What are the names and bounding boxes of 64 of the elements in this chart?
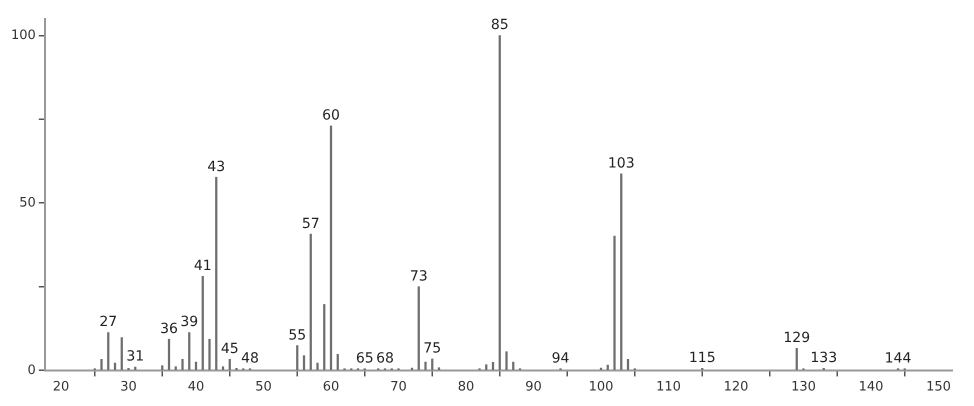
x-tick-label: 110 bbox=[656, 380, 681, 395]
x-tick-label: 50 bbox=[255, 380, 272, 395]
bar bbox=[431, 358, 434, 370]
annotation: 103 bbox=[608, 155, 635, 172]
bar bbox=[498, 35, 501, 370]
y-tick-label: 0 bbox=[28, 362, 36, 378]
x-tick-label: 150 bbox=[926, 380, 951, 395]
annotation: 75 bbox=[423, 340, 442, 357]
bar bbox=[161, 365, 164, 370]
bar bbox=[323, 304, 326, 370]
bar bbox=[107, 332, 110, 370]
bar bbox=[485, 364, 488, 370]
annotation: 39 bbox=[180, 314, 198, 330]
bar bbox=[120, 337, 123, 370]
bar bbox=[134, 366, 136, 370]
bar bbox=[174, 366, 177, 370]
bar bbox=[310, 234, 312, 370]
annotation: 55 bbox=[288, 327, 306, 344]
annotation: 129 bbox=[783, 330, 810, 346]
bar bbox=[620, 174, 622, 370]
annotation: 41 bbox=[194, 258, 212, 274]
bar bbox=[512, 362, 514, 370]
x-tick-label: 120 bbox=[724, 380, 748, 395]
annotation: 27 bbox=[99, 314, 118, 330]
annotation: 36 bbox=[160, 320, 178, 337]
x-tick-label: 60 bbox=[322, 380, 340, 395]
bar bbox=[336, 354, 339, 370]
bar bbox=[188, 332, 190, 370]
bar bbox=[796, 348, 798, 370]
x-tick-label: 90 bbox=[525, 380, 542, 395]
annotation: 144 bbox=[884, 350, 912, 366]
bar bbox=[418, 286, 420, 370]
annotation: 60 bbox=[322, 108, 340, 124]
annotation: 85 bbox=[490, 17, 509, 34]
x-tick-label: 20 bbox=[52, 380, 70, 395]
bar bbox=[606, 364, 609, 370]
x-tick-label: 30 bbox=[120, 380, 137, 395]
x-tick-label: 40 bbox=[188, 380, 204, 395]
bar bbox=[202, 276, 204, 370]
annotation: 45 bbox=[220, 340, 239, 357]
annotation: 68 bbox=[376, 350, 394, 366]
x-tick-label: 140 bbox=[858, 380, 884, 395]
annotation: 115 bbox=[688, 350, 716, 366]
bar bbox=[194, 362, 198, 370]
x-tick-label: 100 bbox=[588, 380, 614, 395]
x-tick-label: 80 bbox=[458, 380, 474, 395]
annotation: 31 bbox=[126, 348, 144, 365]
annotation: 48 bbox=[241, 350, 259, 366]
bar bbox=[114, 362, 116, 370]
annotation: 43 bbox=[207, 158, 226, 175]
y-tick-label: 50 bbox=[19, 195, 36, 210]
annotation: 94 bbox=[552, 350, 570, 366]
bar bbox=[316, 362, 319, 370]
x-tick-label: 70 bbox=[390, 380, 407, 395]
annotation: 133 bbox=[810, 350, 838, 366]
bar bbox=[424, 362, 427, 370]
y-tick-label: 100 bbox=[10, 28, 36, 43]
annotation: 57 bbox=[302, 216, 320, 232]
annotation: 65 bbox=[356, 350, 374, 366]
bar bbox=[296, 345, 298, 370]
bar bbox=[228, 359, 231, 370]
bar bbox=[215, 176, 218, 370]
x-tick-label: 130 bbox=[791, 380, 816, 395]
annotation: 73 bbox=[410, 268, 428, 284]
